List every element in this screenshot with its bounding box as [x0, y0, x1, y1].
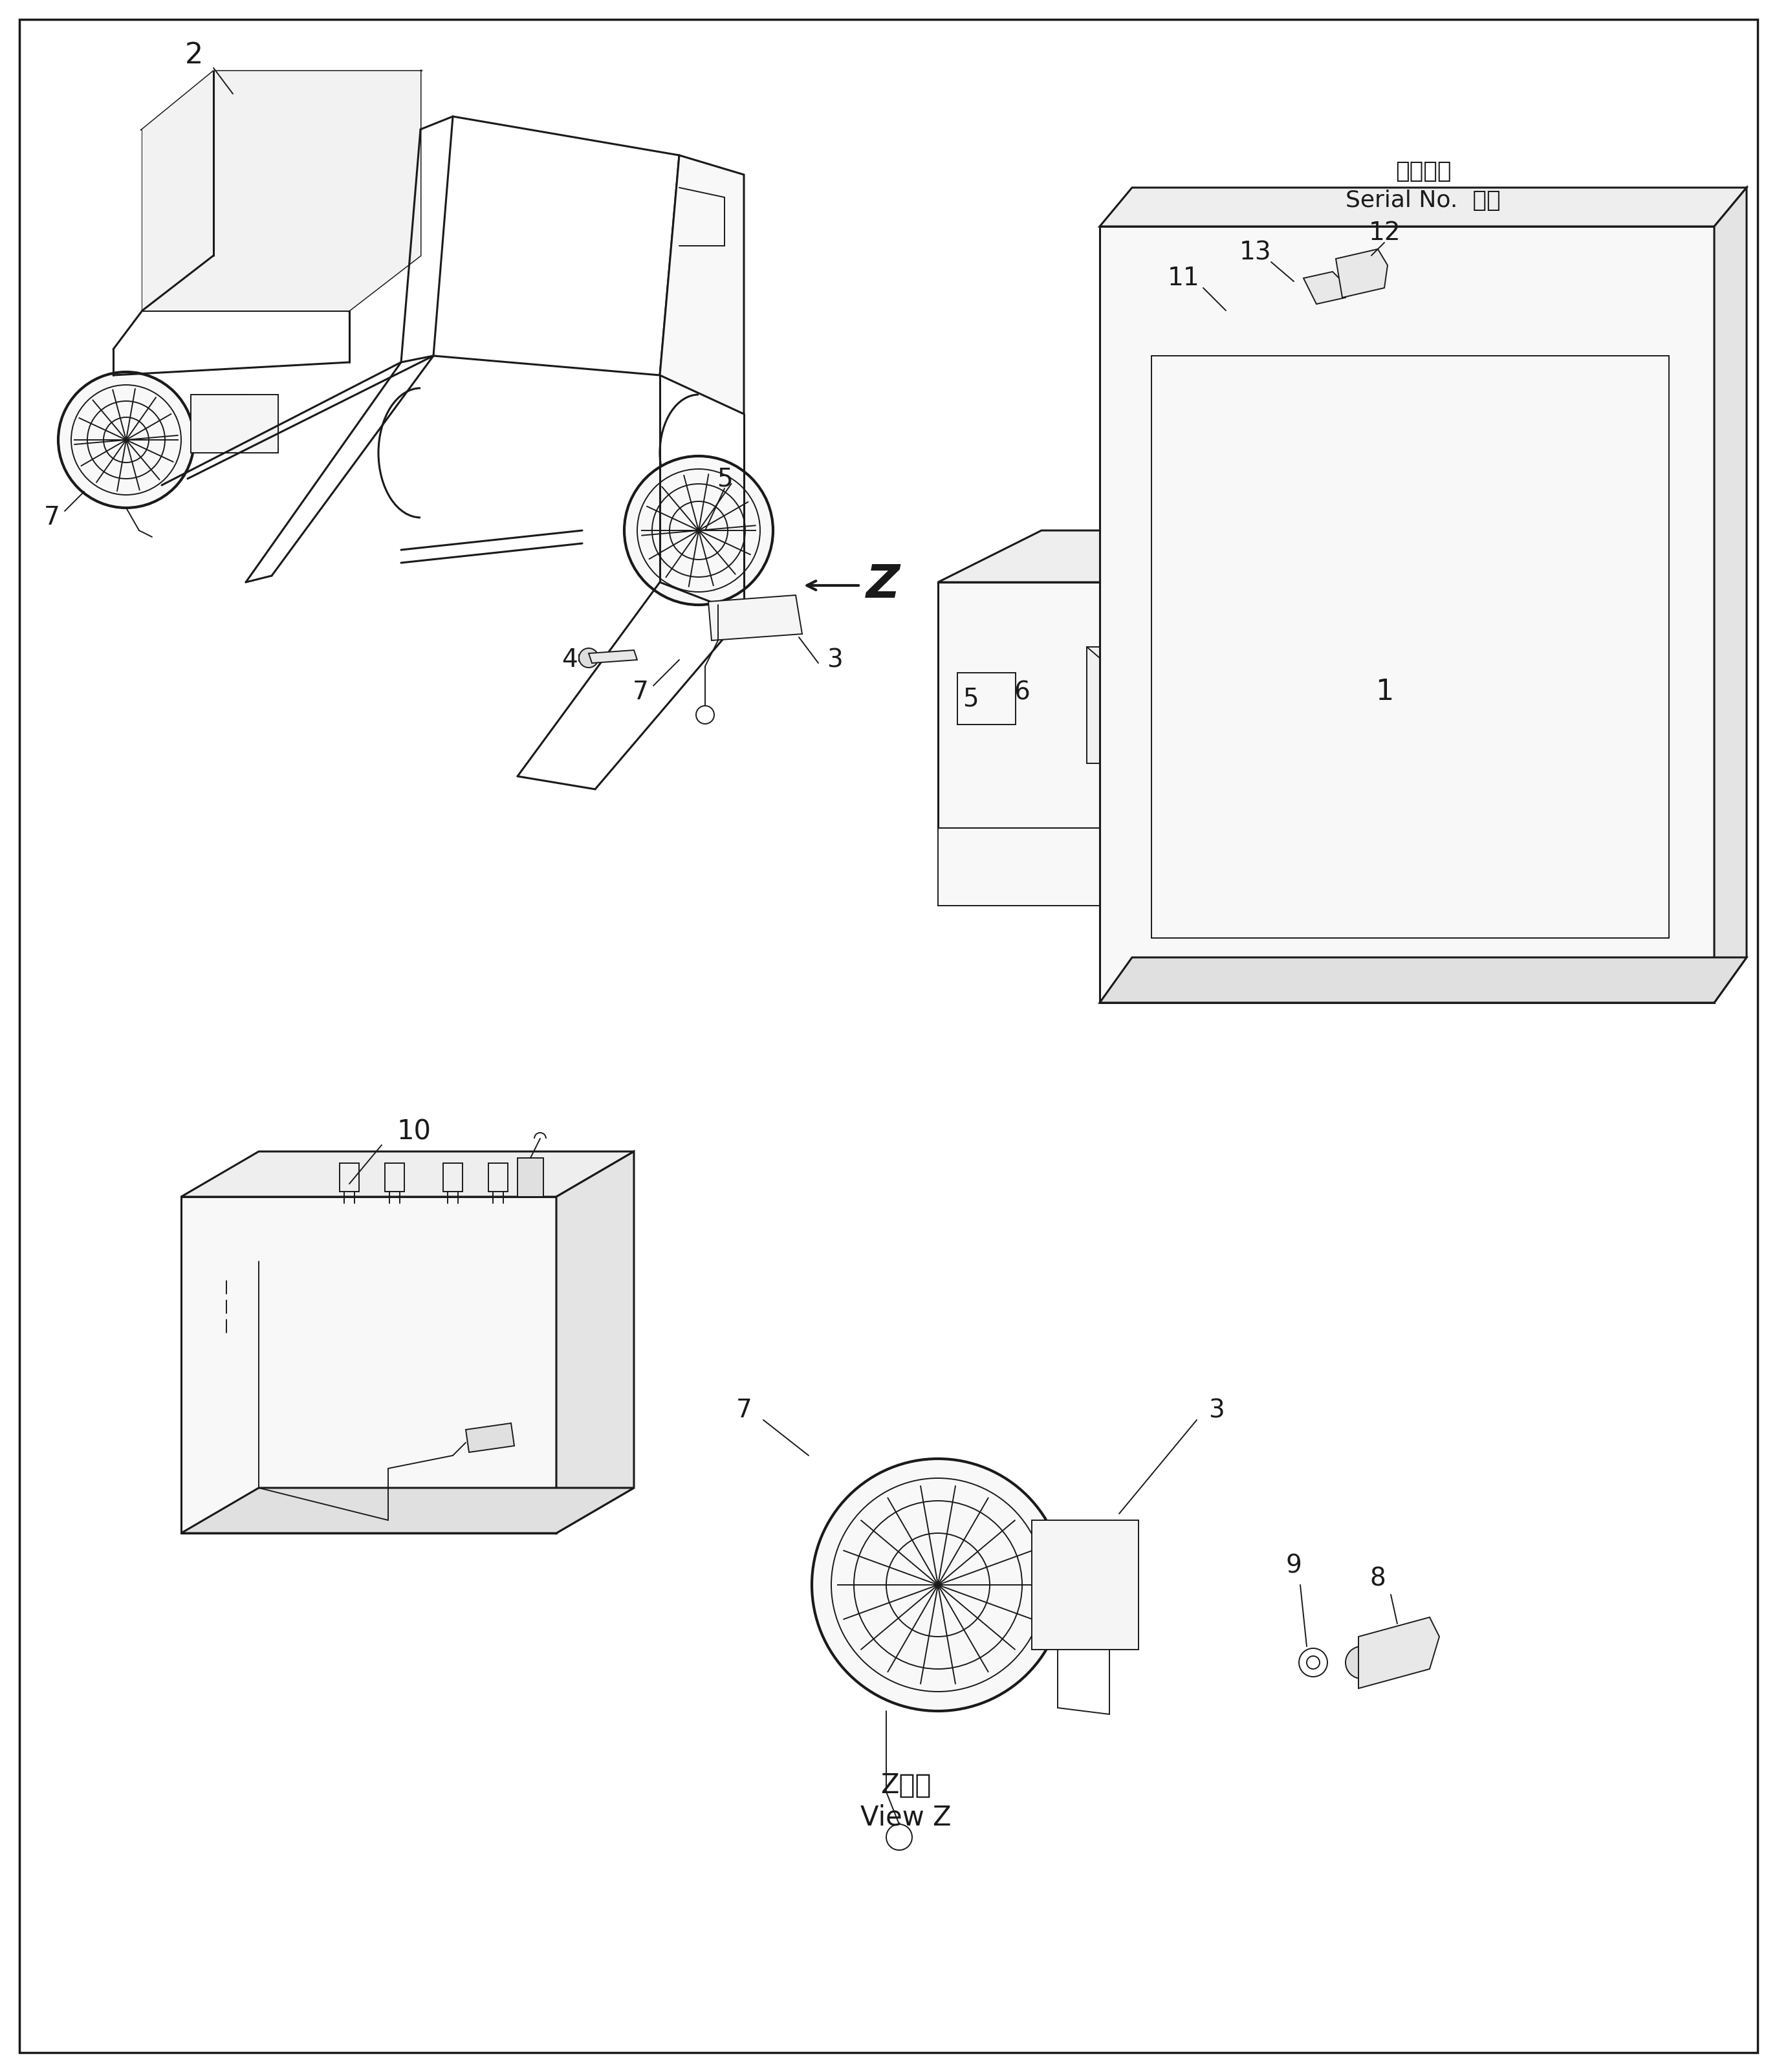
Polygon shape	[190, 394, 279, 454]
Text: 12: 12	[1368, 220, 1400, 244]
Polygon shape	[1100, 957, 1747, 1003]
Polygon shape	[938, 582, 1274, 829]
Polygon shape	[142, 70, 421, 128]
Circle shape	[1299, 296, 1315, 311]
Polygon shape	[181, 162, 316, 278]
Polygon shape	[1100, 189, 1747, 226]
Text: 適用号機: 適用号機	[1395, 160, 1452, 182]
Circle shape	[579, 649, 599, 667]
Polygon shape	[339, 1162, 359, 1191]
Text: 9: 9	[1287, 1554, 1303, 1577]
Text: Z　視: Z 視	[880, 1772, 931, 1798]
Polygon shape	[466, 1423, 514, 1452]
Circle shape	[59, 373, 194, 508]
Polygon shape	[709, 595, 801, 640]
Text: 5: 5	[716, 466, 732, 491]
Polygon shape	[489, 1162, 508, 1191]
Polygon shape	[1304, 271, 1345, 305]
Polygon shape	[1100, 226, 1715, 1003]
Text: 10: 10	[396, 1119, 432, 1146]
Circle shape	[1326, 259, 1352, 284]
Circle shape	[1345, 1647, 1377, 1678]
Text: 3: 3	[1208, 1399, 1224, 1423]
Polygon shape	[588, 651, 638, 663]
Text: 3: 3	[826, 649, 842, 671]
Text: 11: 11	[1167, 265, 1199, 290]
Polygon shape	[659, 155, 745, 414]
Text: 7: 7	[633, 680, 649, 704]
Polygon shape	[442, 1162, 462, 1191]
Polygon shape	[1715, 189, 1747, 1003]
Polygon shape	[181, 1198, 556, 1533]
Polygon shape	[350, 70, 421, 311]
Circle shape	[624, 456, 773, 605]
Text: 1: 1	[1375, 678, 1393, 707]
Polygon shape	[142, 70, 421, 311]
Polygon shape	[181, 1152, 634, 1198]
Polygon shape	[1032, 1521, 1139, 1649]
Polygon shape	[938, 530, 1377, 582]
Polygon shape	[556, 1152, 634, 1533]
Polygon shape	[1088, 646, 1223, 762]
Text: 8: 8	[1370, 1566, 1386, 1591]
Circle shape	[251, 1160, 293, 1202]
Polygon shape	[517, 1158, 544, 1198]
Text: 7: 7	[736, 1399, 752, 1423]
Text: Serial No.  ・～: Serial No. ・～	[1345, 189, 1500, 211]
Polygon shape	[386, 1162, 405, 1191]
Text: 13: 13	[1239, 240, 1271, 265]
Circle shape	[259, 1169, 283, 1191]
Polygon shape	[1336, 249, 1388, 298]
Polygon shape	[1274, 829, 1377, 905]
Polygon shape	[142, 128, 350, 311]
Polygon shape	[1274, 530, 1377, 829]
Text: 4: 4	[562, 649, 578, 671]
Text: 5: 5	[963, 686, 979, 711]
Text: 6: 6	[1015, 680, 1031, 704]
Polygon shape	[1358, 1618, 1439, 1689]
Text: 2: 2	[185, 41, 203, 68]
Circle shape	[812, 1459, 1064, 1711]
Polygon shape	[938, 829, 1274, 905]
Text: 7: 7	[44, 506, 60, 530]
Text: View Z: View Z	[860, 1805, 951, 1832]
Polygon shape	[181, 1488, 634, 1533]
Text: Z: Z	[865, 564, 899, 607]
